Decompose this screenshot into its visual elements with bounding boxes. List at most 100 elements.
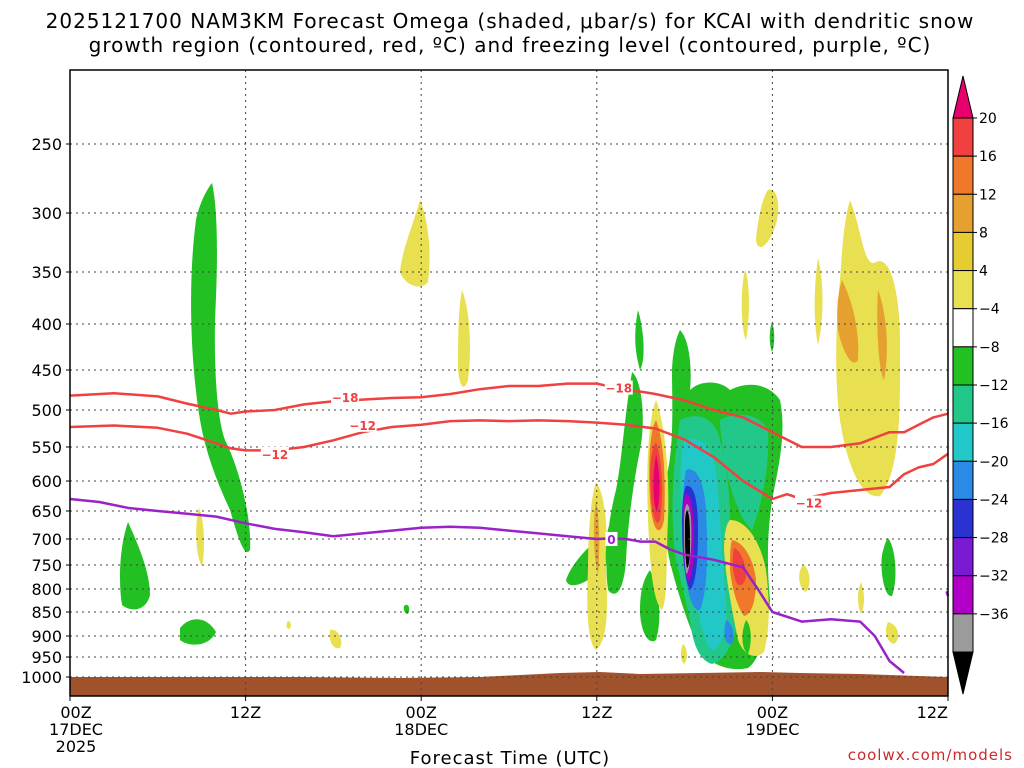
x-tick-label-4-1: 19DEC: [745, 720, 799, 739]
colorbar-bottom-arrow: [952, 651, 974, 695]
contour-label-bg-4: [794, 495, 823, 510]
x-tick-label-3-0: 12Z: [581, 703, 612, 722]
x-axis-label: Forecast Time (UTC): [410, 748, 610, 768]
plot-area: −18 −18 −12 −12 −12 0: [69, 69, 950, 697]
omega-region-yellow-3: [458, 290, 470, 387]
omega-region-pink-1: [653, 455, 660, 512]
omega-region-green-2: [120, 522, 150, 610]
omega-region-teal-2: [720, 414, 769, 530]
colorbar-label-12: −32: [979, 569, 1009, 585]
contour-label-0: −18: [332, 391, 359, 405]
omega-region-orange-1: [837, 280, 859, 363]
omega-region-black-1: [685, 510, 690, 568]
omega-region-yellow-4: [329, 629, 342, 649]
contour-line-5: [69, 497, 905, 674]
colorbar-swatch-9: [952, 422, 974, 462]
y-tick-label-250: 250: [31, 135, 62, 154]
colorbar-swatch-14: [952, 613, 974, 653]
y-tick-label-800: 800: [31, 580, 62, 599]
colorbar-swatch-2: [952, 155, 974, 195]
colorbar-swatch-12: [952, 537, 974, 577]
omega-region-yellow-11: [799, 565, 810, 592]
contour-labels: −18 −18 −12 −12 −12 0: [260, 380, 823, 547]
colorbar-swatch-7: [952, 346, 974, 386]
contour-label-bg-0: [331, 390, 360, 405]
y-tick-label-400: 400: [31, 315, 62, 334]
omega-region-yellow-7: [741, 270, 749, 340]
contour-label-1: −18: [605, 382, 632, 396]
y-tick-label-450: 450: [31, 361, 62, 380]
contour-label-4: −12: [796, 497, 823, 511]
colorbar-label-4: 4: [979, 264, 988, 280]
omega-region-yellow-8: [814, 258, 823, 345]
x-tick-label-2-0: 00Z: [406, 703, 437, 722]
contour-label-bg-5: [605, 532, 618, 546]
y-tick-label-500: 500: [31, 401, 62, 420]
y-tick-label-600: 600: [31, 472, 62, 491]
temperature-contours: [69, 382, 950, 674]
colorbar-swatch-3: [952, 193, 974, 233]
y-tick-label-650: 650: [31, 502, 62, 521]
omega-region-yellow-2: [400, 200, 430, 287]
colorbar-label-5: −4: [979, 302, 1000, 318]
contour-label-2: −12: [349, 419, 376, 433]
colorbar: 20 16 12 8 4 −4 −8 −12 −16 −20 −24 −28 −32 −36: [952, 75, 1009, 695]
omega-region-yellow-9: [836, 200, 901, 497]
y-tick-label-300: 300: [31, 204, 62, 223]
colorbar-label-13: −36: [979, 607, 1009, 623]
colorbar-label-11: −28: [979, 531, 1009, 547]
omega-region-yellow-5: [286, 621, 291, 629]
x-tick-label-0-0: 00Z: [60, 703, 91, 722]
x-tick-label-2-1: 18DEC: [394, 720, 448, 739]
omega-region-orange-2: [877, 290, 887, 380]
omega-region-yellow-12: [858, 582, 864, 614]
x-tick-label-0-1: 17DEC: [49, 720, 103, 739]
colorbar-top-arrow: [952, 75, 974, 119]
omega-region-green-13: [742, 620, 751, 654]
x-tick-label-0-2: 2025: [56, 737, 97, 756]
contour-line-0: [69, 382, 949, 449]
colorbar-label-8: −16: [979, 416, 1009, 432]
x-tick-label-4-0: 00Z: [757, 703, 788, 722]
y-axis-ticks: 250 300 350 400 450 500 550 600 650 700 750 800 850 9…: [21, 135, 70, 687]
colorbar-swatch-11: [952, 498, 974, 539]
credit-text: coolwx.com/models: [848, 746, 1013, 764]
contour-line-2: [69, 419, 949, 501]
colorbar-label-0: 20: [979, 111, 997, 127]
colorbar-swatch-6: [952, 308, 974, 348]
omega-region-green-7: [635, 310, 644, 370]
colorbar-swatch-13: [952, 575, 974, 615]
plot-background: [70, 70, 948, 696]
y-tick-label-350: 350: [31, 263, 62, 282]
y-tick-label-550: 550: [31, 438, 62, 457]
colorbar-swatch-10: [952, 460, 974, 500]
omega-region-green-1: [191, 183, 251, 552]
contour-label-5: 0: [607, 533, 615, 547]
omega-region-yellow-1: [196, 508, 204, 566]
omega-region-yellow-14: [680, 644, 687, 664]
y-tick-label-850: 850: [31, 603, 62, 622]
omega-region-yellow-13: [886, 622, 899, 644]
contour-label-bg-3: [260, 446, 289, 461]
colorbar-swatch-4: [952, 231, 974, 272]
chart-title-line-2: growth region (contoured, red, ºC) and f…: [89, 33, 932, 57]
omega-region-green-3: [180, 619, 216, 645]
omega-region-green-5: [881, 538, 896, 597]
colorbar-label-7: −12: [979, 378, 1009, 394]
omega-region-blue-2: [724, 620, 734, 645]
y-tick-label-950: 950: [31, 648, 62, 667]
x-tick-label-5-0: 12Z: [917, 703, 948, 722]
colorbar-label-10: −24: [979, 492, 1009, 508]
colorbar-label-3: 8: [979, 225, 988, 241]
terrain-ground: [70, 672, 948, 696]
colorbar-label-6: −8: [979, 340, 1000, 356]
y-tick-label-750: 750: [31, 556, 62, 575]
omega-region-green-10: [566, 548, 594, 586]
colorbar-swatch-5: [952, 270, 974, 310]
colorbar-label-1: 16: [979, 149, 997, 165]
contour-label-3: −12: [261, 448, 288, 462]
x-tick-label-1-0: 12Z: [230, 703, 261, 722]
colorbar-swatch-1: [952, 117, 974, 157]
contour-label-bg-2: [348, 417, 377, 432]
